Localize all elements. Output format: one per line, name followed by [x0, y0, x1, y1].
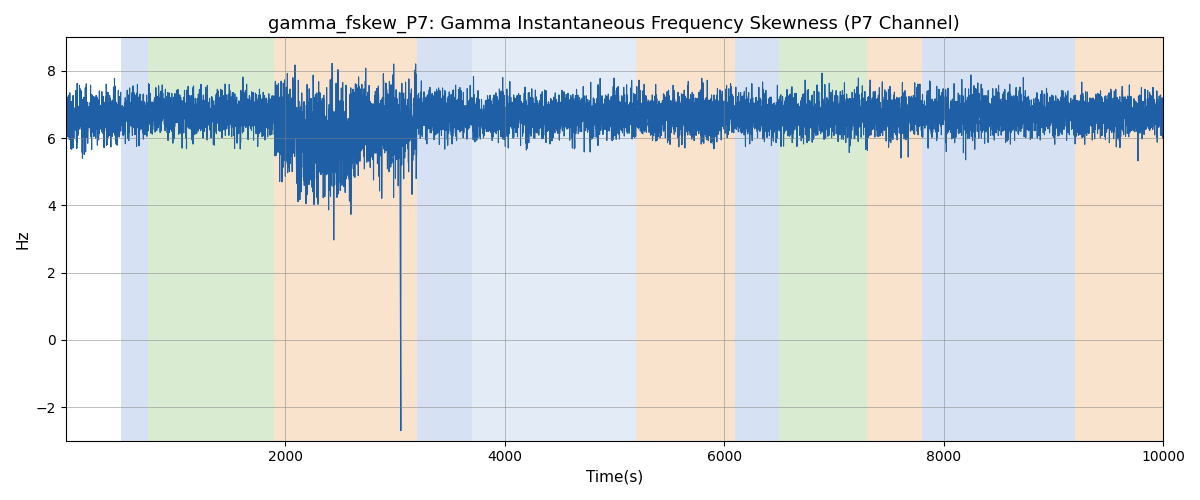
- Bar: [1075, 38, 1163, 440]
- Bar: [416, 38, 472, 440]
- Title: gamma_fskew_P7: Gamma Instantaneous Frequency Skewness (P7 Channel): gamma_fskew_P7: Gamma Instantaneous Freq…: [269, 15, 960, 34]
- Bar: [148, 38, 274, 440]
- Bar: [472, 38, 636, 440]
- Y-axis label: Hz: Hz: [16, 230, 30, 249]
- Bar: [779, 38, 866, 440]
- Bar: [866, 38, 922, 440]
- Bar: [922, 38, 1075, 440]
- X-axis label: Time(s): Time(s): [586, 470, 643, 485]
- Bar: [636, 38, 736, 440]
- Bar: [120, 38, 148, 440]
- Bar: [274, 38, 416, 440]
- Bar: [736, 38, 779, 440]
